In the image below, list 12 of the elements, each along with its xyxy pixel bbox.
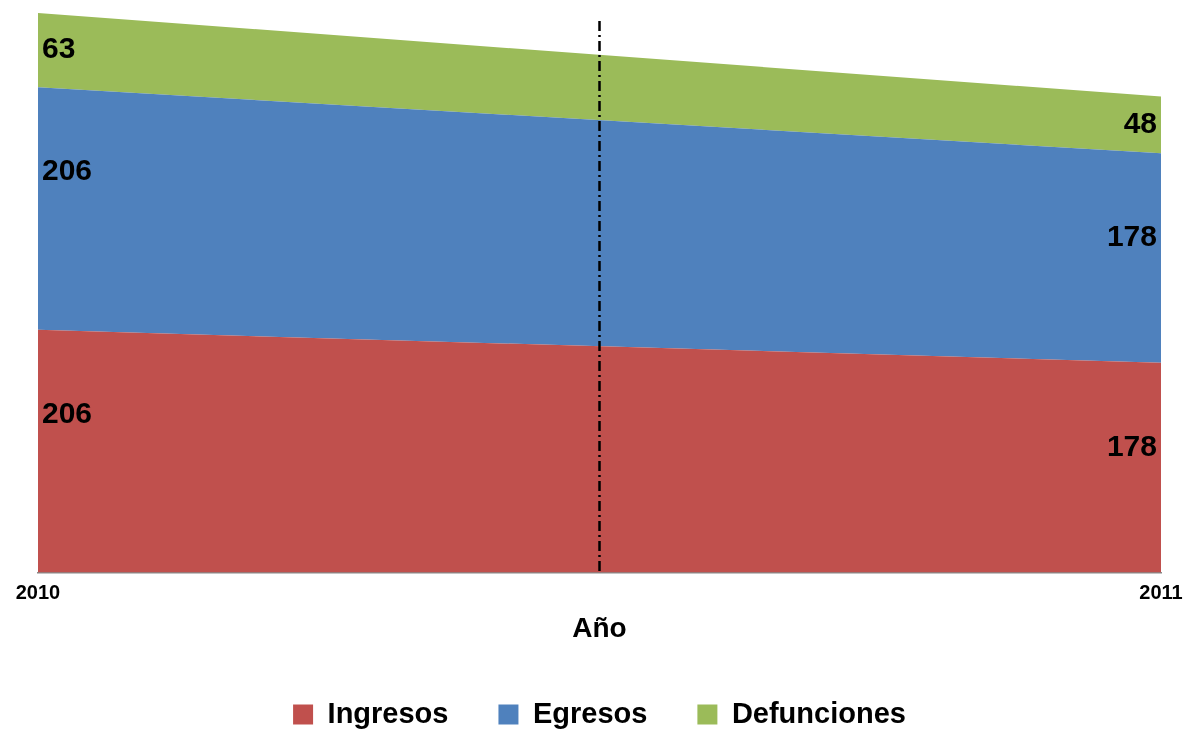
legend-label: Egresos [532,696,648,729]
legend-label: Defunciones [731,696,906,729]
x-tick-label: 2010 [15,580,61,603]
legend-label: Ingresos [327,696,449,729]
x-tick-label: 2011 [1139,580,1183,603]
data-label: 178 [1106,429,1157,463]
data-label: 48 [1123,106,1157,140]
data-label: 178 [1106,219,1157,253]
data-label: 206 [42,396,93,430]
data-label: 206 [42,153,93,187]
x-axis-title: Año [572,611,627,643]
data-label: 63 [42,31,76,65]
